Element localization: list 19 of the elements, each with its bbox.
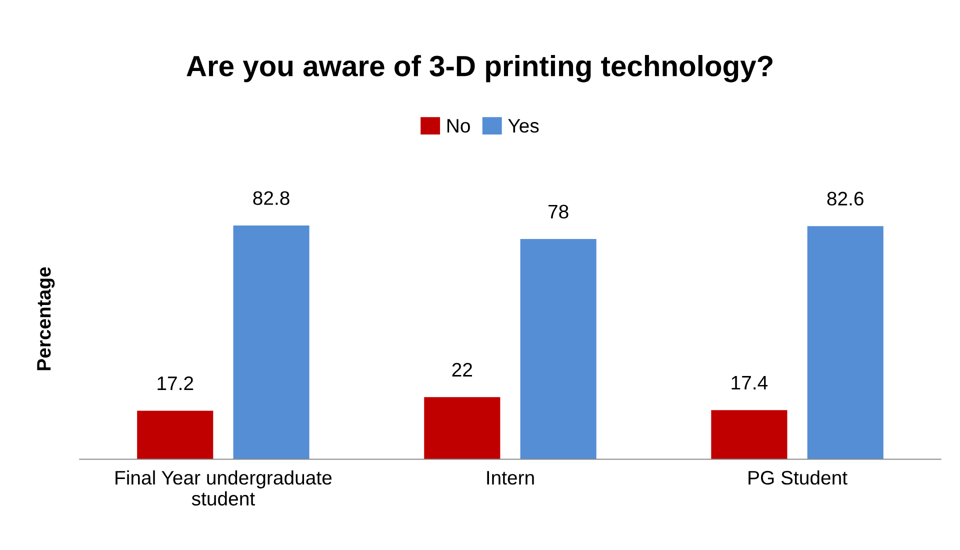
data-label: 22 bbox=[452, 362, 472, 376]
y-axis-title: Percentage bbox=[37, 267, 55, 370]
bar bbox=[711, 410, 788, 460]
data-label: 82.8 bbox=[253, 191, 290, 205]
data-label: 17.4 bbox=[732, 376, 768, 390]
bar bbox=[520, 239, 596, 460]
data-label: 17.2 bbox=[158, 376, 194, 390]
bar bbox=[807, 226, 884, 460]
x-tick-label: PG Student bbox=[748, 470, 848, 485]
legend-label: Yes bbox=[508, 119, 539, 133]
bar bbox=[137, 410, 214, 460]
bar bbox=[233, 226, 310, 460]
data-label: 82.6 bbox=[827, 192, 864, 206]
x-tick-label: Intern bbox=[487, 471, 534, 485]
data-label: 78 bbox=[548, 204, 568, 219]
x-tick-label: Final Year undergraduate student bbox=[116, 470, 332, 506]
bar bbox=[424, 397, 500, 460]
chart-title: Are you aware of 3-D printing technology? bbox=[186, 55, 772, 82]
legend-label: No bbox=[447, 119, 470, 133]
